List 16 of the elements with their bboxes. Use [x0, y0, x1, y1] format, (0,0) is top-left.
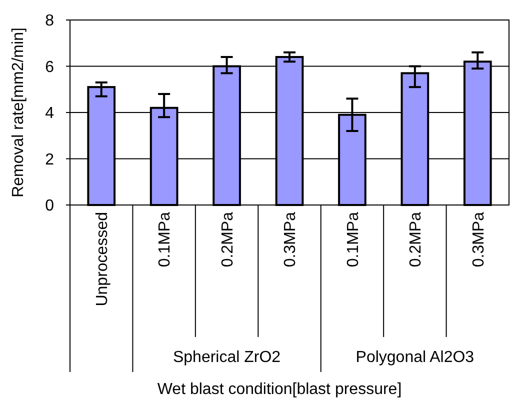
y-tick-label: 2 [45, 151, 54, 168]
x-tick-label: 0.2MPa [219, 212, 236, 268]
x-tick-label: 0.3MPa [470, 212, 488, 268]
x-tick-label: 0.1MPa [156, 212, 174, 268]
y-axis-title: Removal rate[mm2/min] [10, 28, 27, 198]
text: Polygonal Al2O3 [356, 349, 474, 366]
x-tick-label: 0.1MPa [344, 212, 362, 268]
y-tick-label: 6 [45, 58, 54, 76]
y-tick-label: 8 [45, 12, 54, 30]
x-axis-title: Wet blast condition[blast pressure] [157, 381, 402, 398]
y-tick-label: 4 [45, 105, 54, 122]
text: Spherical ZrO2 [172, 349, 281, 366]
x-tick-label: Unprocessed [94, 212, 111, 306]
x-tick-label: 0.3MPa [282, 212, 300, 268]
x-tick-label: 0.2MPa [408, 212, 425, 268]
y-tick-label: 0 [45, 198, 54, 215]
